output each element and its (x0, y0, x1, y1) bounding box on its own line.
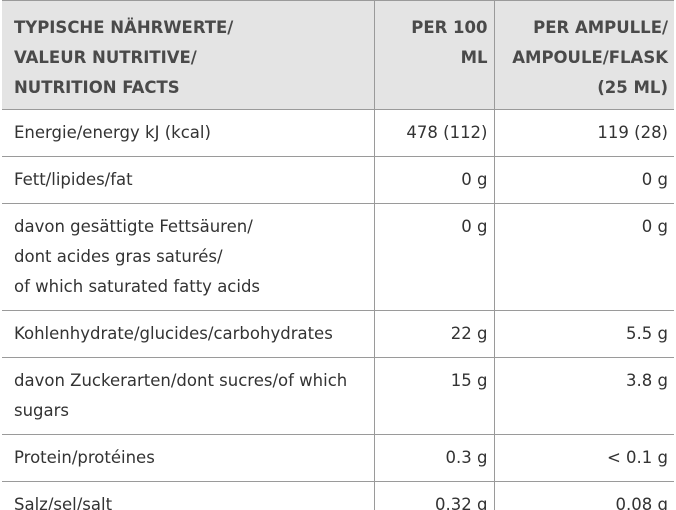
table-body: Energie/energy kJ (kcal) 478 (112) 119 (28… (2, 109, 674, 510)
table-row: Protein/protéines 0.3 g < 0.1 g (2, 434, 674, 482)
cell-line: (25 ML) (597, 78, 668, 97)
nutrient-value: 0 g (373, 203, 495, 311)
header-cell: TYPISCHE NÄHRWERTE/VALEUR NUTRITIVE/NUTR… (2, 0, 375, 110)
table-row: Energie/energy kJ (kcal) 478 (112) 119 (28… (2, 109, 674, 157)
cell-line: PER AMPULLE/ (533, 18, 668, 37)
nutrient-label: davon gesättigte Fettsäuren/dont acides … (2, 203, 375, 311)
table-row: Salz/sel/salt 0.32 g 0.08 g (2, 481, 674, 510)
nutrient-label: Protein/protéines (2, 434, 375, 482)
nutrient-value: < 0.1 g (493, 434, 674, 482)
nutrient-value: 22 g (373, 310, 495, 358)
nutrient-label: Fett/lipides/fat (2, 156, 375, 204)
cell-line: VALEUR NUTRITIVE/ (14, 48, 197, 67)
table-row: Kohlenhydrate/glucides/carbohydrates 22 g… (2, 310, 674, 358)
cell-line: dont acides gras saturés/ (14, 247, 223, 266)
nutrient-value: 119 (28) (493, 109, 674, 157)
table-row: davon Zuckerarten/dont sucres/of which s… (2, 357, 674, 435)
nutrient-value: 0.32 g (373, 481, 495, 510)
cell-line: davon gesättigte Fettsäuren/ (14, 217, 253, 236)
nutrient-value: 15 g (373, 357, 495, 435)
nutrient-value: 0.08 g (493, 481, 674, 510)
nutrient-value: 0.3 g (373, 434, 495, 482)
header-cell: PER 100 ML (373, 0, 495, 110)
cell-line: PER 100 ML (411, 18, 488, 67)
nutrient-value: 0 g (493, 203, 674, 311)
nutrient-value: 3.8 g (493, 357, 674, 435)
header-row: TYPISCHE NÄHRWERTE/VALEUR NUTRITIVE/NUTR… (2, 0, 674, 110)
nutrient-value: 0 g (373, 156, 495, 204)
header-cell: PER AMPULLE/AMPOULE/FLASK (25 ML) (493, 0, 674, 110)
nutrient-label: Kohlenhydrate/glucides/carbohydrates (2, 310, 375, 358)
nutrient-value: 5.5 g (493, 310, 674, 358)
nutrient-label: Energie/energy kJ (kcal) (2, 109, 375, 157)
nutrient-value: 478 (112) (373, 109, 495, 157)
table-row: davon gesättigte Fettsäuren/dont acides … (2, 203, 674, 311)
cell-line: TYPISCHE NÄHRWERTE/ (14, 18, 234, 37)
nutrient-value: 0 g (493, 156, 674, 204)
nutrient-label: davon Zuckerarten/dont sucres/of which s… (2, 357, 375, 435)
nutrient-label: Salz/sel/salt (2, 481, 375, 510)
cell-line: NUTRITION FACTS (14, 78, 180, 97)
cell-line: AMPOULE/FLASK (512, 48, 668, 67)
cell-line: of which saturated fatty acids (14, 277, 261, 296)
